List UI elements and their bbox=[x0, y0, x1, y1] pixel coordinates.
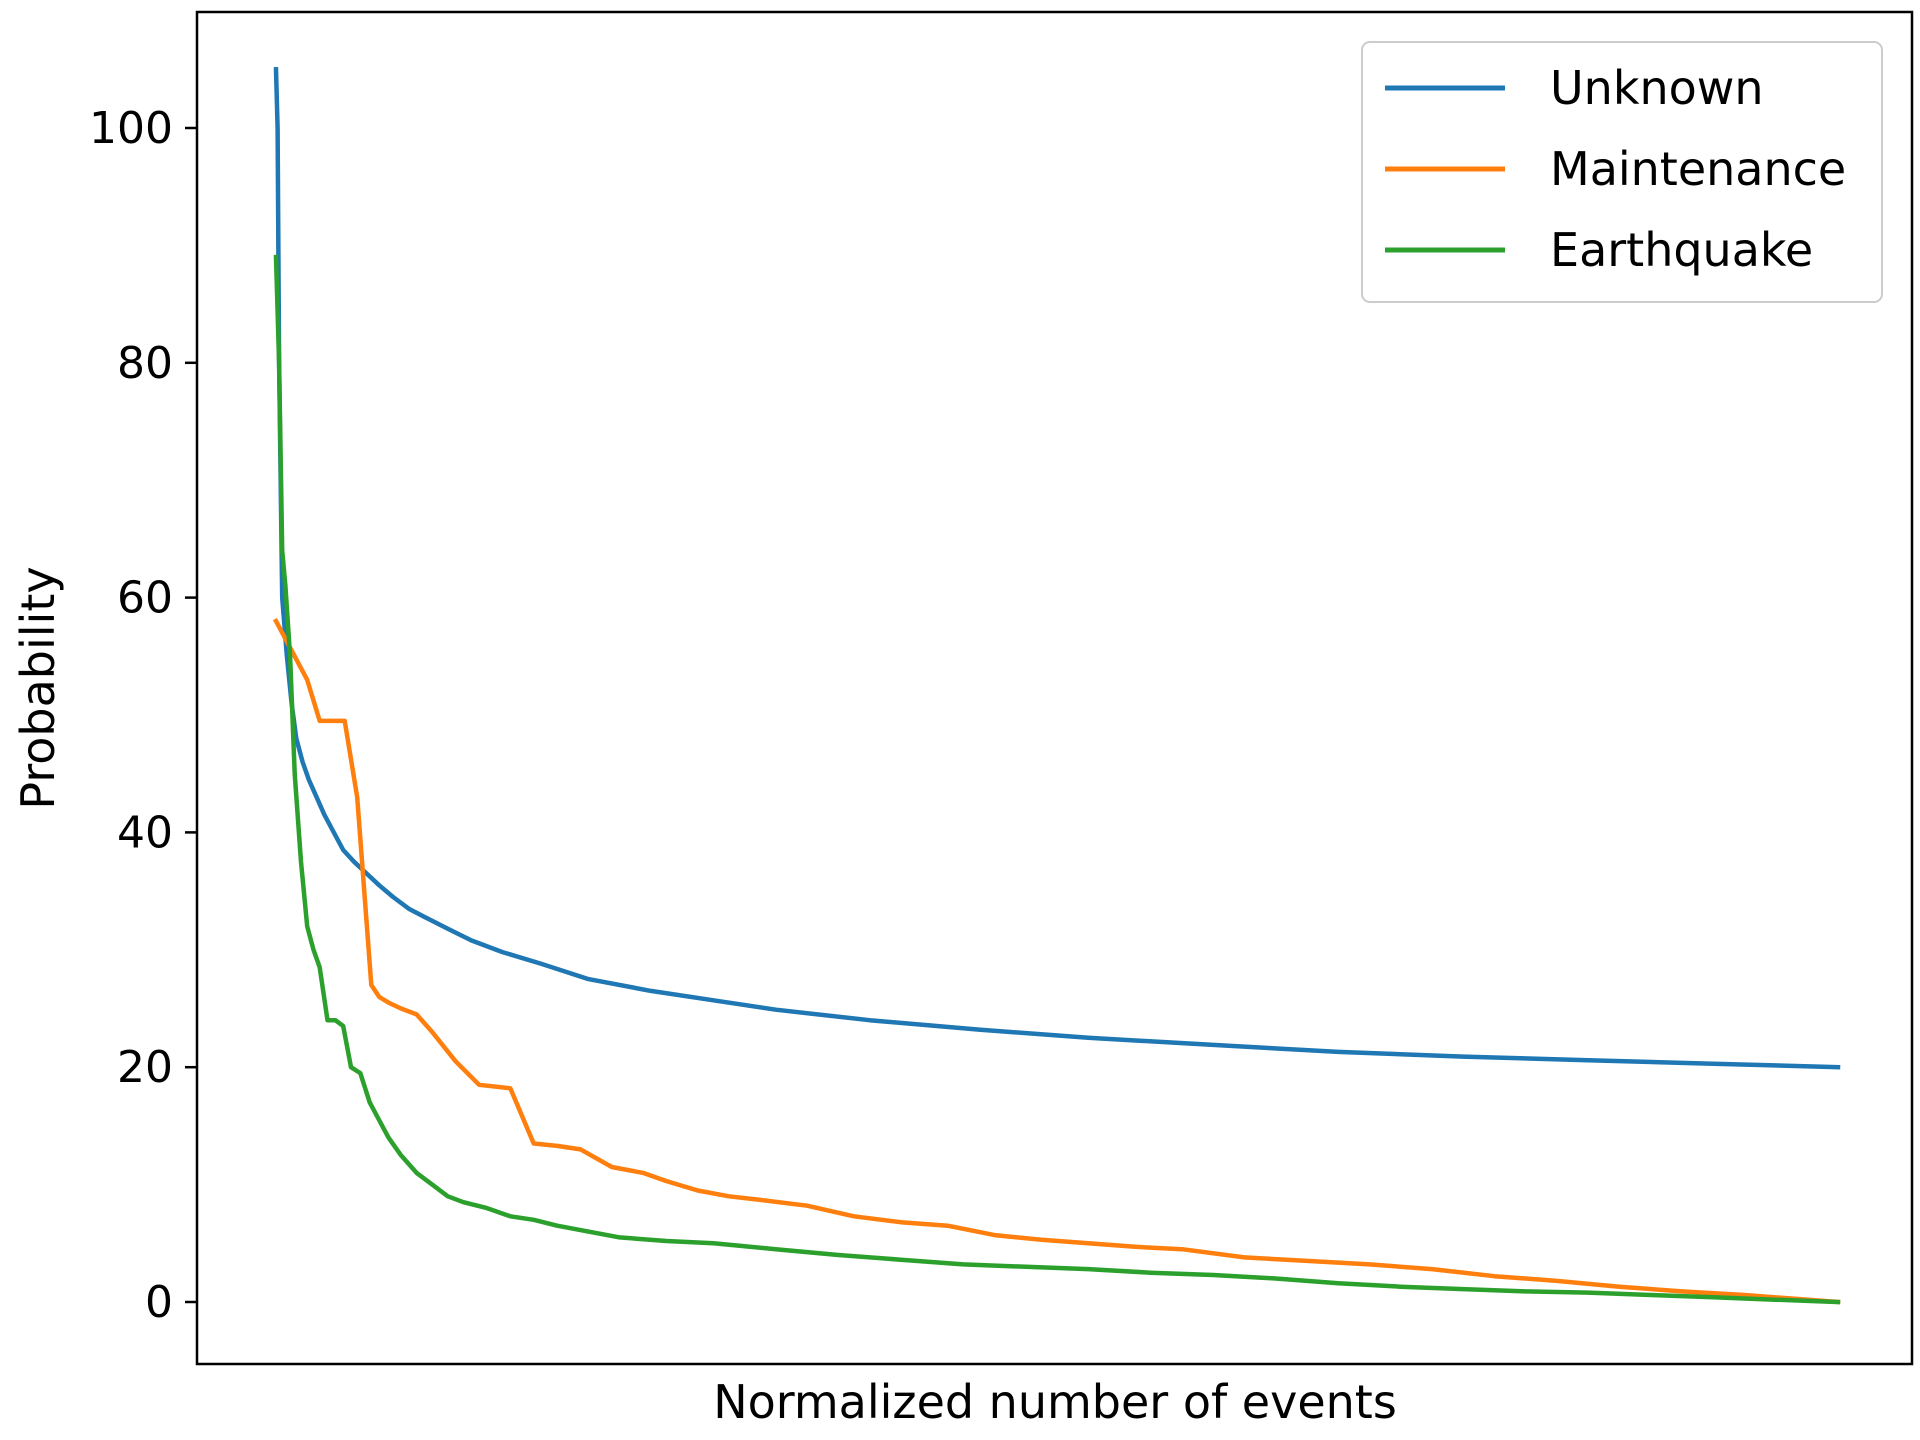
legend: Unknown Maintenance Earthquake bbox=[1361, 41, 1883, 303]
y-tick-label: 60 bbox=[117, 573, 173, 624]
y-tick-label: 80 bbox=[117, 338, 173, 389]
series-line-maintenance bbox=[272, 618, 1841, 1305]
plot-area-frame bbox=[195, 10, 1914, 1366]
y-tick-label: 0 bbox=[145, 1277, 173, 1328]
y-tick-label: 100 bbox=[89, 103, 173, 154]
series-lines bbox=[272, 66, 1841, 1305]
series-line-unknown bbox=[273, 66, 1841, 1070]
legend-frame bbox=[1361, 41, 1883, 303]
series-line-earthquake bbox=[273, 254, 1841, 1305]
legend-label-maintenance: Maintenance bbox=[1550, 142, 1846, 196]
y-axis-ticks: 0 20 40 60 80 100 bbox=[89, 103, 197, 1328]
y-tick-label: 40 bbox=[117, 807, 173, 858]
y-axis-title: Probability bbox=[11, 566, 65, 809]
x-axis-title: Normalized number of events bbox=[713, 1375, 1397, 1429]
legend-label-earthquake: Earthquake bbox=[1550, 223, 1813, 277]
y-tick-label: 20 bbox=[117, 1042, 173, 1093]
legend-label-unknown: Unknown bbox=[1550, 61, 1764, 115]
